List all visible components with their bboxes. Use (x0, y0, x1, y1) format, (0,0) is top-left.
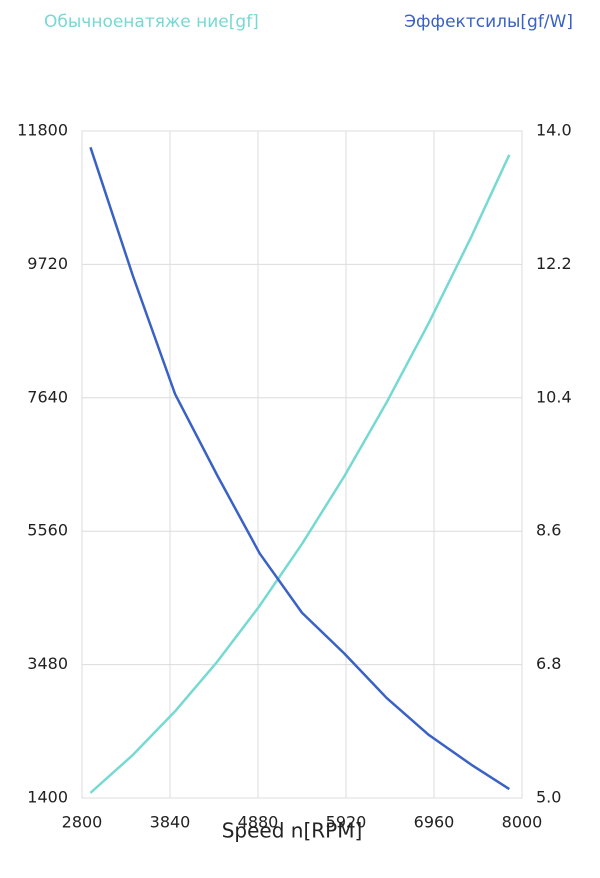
series-line (89, 154, 511, 794)
x-tick-label: 2800 (62, 813, 103, 832)
y2-tick-label: 6.8 (536, 654, 561, 673)
y2-tick-label: 14.0 (536, 121, 572, 140)
y-tick-label: 3480 (27, 654, 68, 673)
y2-tick-label: 12.2 (536, 254, 572, 273)
y2-tick-label: 5.0 (536, 788, 561, 807)
x-axis-label: Speed n[RPM] (222, 819, 363, 843)
plot-frame (81, 130, 523, 799)
y-tick-label: 9720 (27, 254, 68, 273)
x-tick-label: 5920 (326, 813, 367, 832)
y2-tick-label: 10.4 (536, 387, 572, 406)
x-tick-label: 6960 (414, 813, 455, 832)
legend-label: Эффектсилы[gf/W] (404, 12, 573, 32)
x-tick-label: 4880 (238, 813, 279, 832)
y-tick-label: 11800 (17, 121, 68, 140)
y-tick-label: 7640 (27, 387, 68, 406)
series-line (89, 146, 510, 791)
y2-tick-label: 8.6 (536, 521, 561, 540)
y-tick-label: 5560 (27, 521, 68, 540)
x-tick-label: 3840 (150, 813, 191, 832)
y-tick-label: 1400 (27, 788, 68, 807)
legend-label: Обычноенатяже ние[gf] (44, 12, 259, 32)
x-tick-label: 8000 (502, 813, 543, 832)
